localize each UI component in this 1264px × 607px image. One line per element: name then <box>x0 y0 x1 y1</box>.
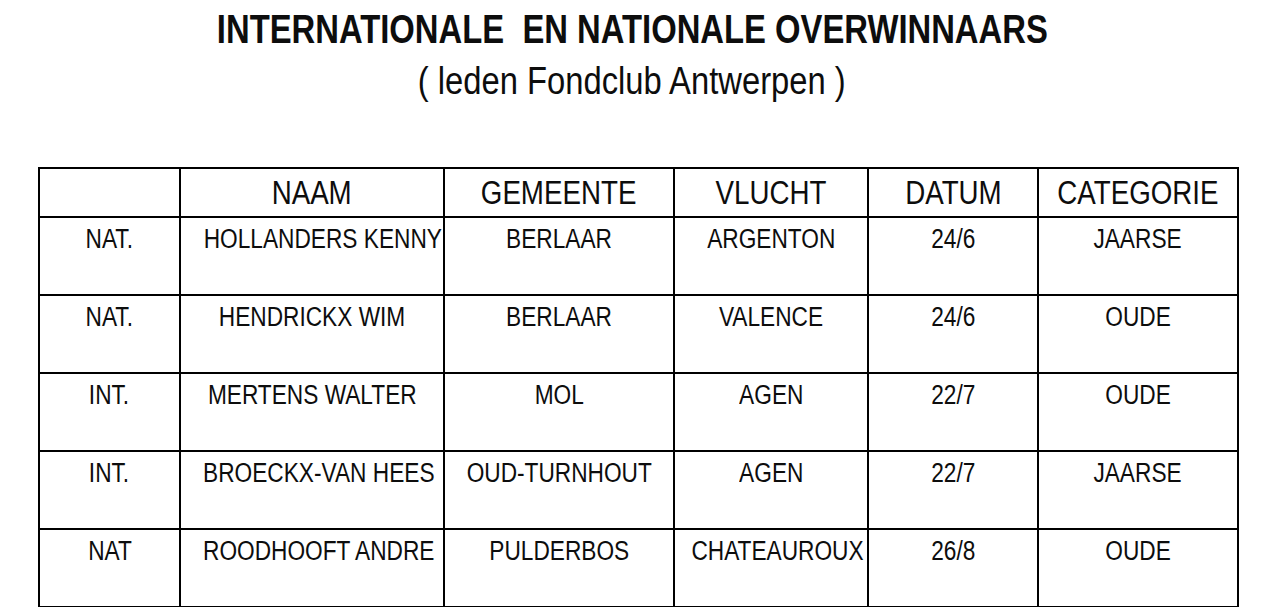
cell-datum: 22/7 <box>868 373 1038 451</box>
header-categorie-label: CATEGORIE <box>1057 174 1218 212</box>
cell-vlucht-text: CHATEAUROUX <box>691 536 863 567</box>
cell-categorie-text: OUDE <box>1105 380 1171 411</box>
cell-datum: 22/7 <box>868 451 1038 529</box>
cell-datum: 24/6 <box>868 217 1038 295</box>
cell-type: NAT. <box>39 217 180 295</box>
table-header-row: NAAM GEMEENTE VLUCHT DATUM CATEGORIE <box>39 168 1238 217</box>
cell-vlucht-text: AGEN <box>739 458 803 489</box>
cell-categorie: JAARSE <box>1038 217 1238 295</box>
cell-datum: 24/6 <box>868 295 1038 373</box>
cell-gemeente: BERLAAR <box>444 217 674 295</box>
cell-vlucht: AGEN <box>674 451 868 529</box>
cell-categorie-text: OUDE <box>1105 302 1171 333</box>
cell-type-text: NAT. <box>86 224 133 255</box>
cell-categorie: OUDE <box>1038 529 1238 607</box>
table-row: NAT. HOLLANDERS KENNY BERLAAR ARGENTON 2… <box>39 217 1238 295</box>
header-datum-label: DATUM <box>905 174 1001 212</box>
winners-table: NAAM GEMEENTE VLUCHT DATUM CATEGORIE NAT… <box>38 167 1239 607</box>
cell-categorie: JAARSE <box>1038 451 1238 529</box>
header-type-empty <box>39 168 180 217</box>
cell-categorie-text: JAARSE <box>1094 224 1182 255</box>
header-gemeente: GEMEENTE <box>444 168 674 217</box>
cell-categorie-text: OUDE <box>1105 536 1171 567</box>
table-row: NAT. HENDRICKX WIM BERLAAR VALENCE 24/6 … <box>39 295 1238 373</box>
cell-gemeente: BERLAAR <box>444 295 674 373</box>
header-datum: DATUM <box>868 168 1038 217</box>
cell-naam: BROECKX-VAN HEES <box>180 451 444 529</box>
cell-datum-text: 22/7 <box>931 380 975 411</box>
table-row: INT. MERTENS WALTER MOL AGEN 22/7 OUDE <box>39 373 1238 451</box>
cell-type-text: NAT. <box>86 302 133 333</box>
cell-gemeente: OUD-TURNHOUT <box>444 451 674 529</box>
cell-datum-text: 26/8 <box>931 536 975 567</box>
cell-vlucht: ARGENTON <box>674 217 868 295</box>
cell-type-text: NAT <box>88 536 132 567</box>
cell-datum-text: 24/6 <box>931 224 975 255</box>
header-categorie: CATEGORIE <box>1038 168 1238 217</box>
page-title-text: INTERNATIONALE EN NATIONALE OVERWINNAARS <box>217 6 1048 53</box>
table-row: INT. BROECKX-VAN HEES OUD-TURNHOUT AGEN … <box>39 451 1238 529</box>
cell-naam-text: BROECKX-VAN HEES <box>203 458 434 489</box>
header-naam-label: NAAM <box>272 174 352 212</box>
header-vlucht: VLUCHT <box>674 168 868 217</box>
cell-vlucht-text: AGEN <box>739 380 803 411</box>
cell-naam: HENDRICKX WIM <box>180 295 444 373</box>
cell-vlucht-text: VALENCE <box>719 302 823 333</box>
cell-datum-text: 22/7 <box>931 458 975 489</box>
cell-naam-text: HENDRICKX WIM <box>219 302 405 333</box>
cell-gemeente-text: OUD-TURNHOUT <box>466 458 651 489</box>
cell-naam-text: MERTENS WALTER <box>208 380 417 411</box>
cell-categorie-text: JAARSE <box>1094 458 1182 489</box>
cell-gemeente-text: MOL <box>534 380 583 411</box>
cell-type: INT. <box>39 373 180 451</box>
header-naam: NAAM <box>180 168 444 217</box>
cell-vlucht: AGEN <box>674 373 868 451</box>
document-page: INTERNATIONALE EN NATIONALE OVERWINNAARS… <box>0 6 1264 607</box>
cell-naam: MERTENS WALTER <box>180 373 444 451</box>
cell-gemeente: PULDERBOS <box>444 529 674 607</box>
header-gemeente-label: GEMEENTE <box>481 174 637 212</box>
cell-categorie: OUDE <box>1038 373 1238 451</box>
cell-datum: 26/8 <box>868 529 1038 607</box>
cell-type-text: INT. <box>89 458 129 489</box>
cell-gemeente: MOL <box>444 373 674 451</box>
cell-gemeente-text: BERLAAR <box>506 224 612 255</box>
header-vlucht-label: VLUCHT <box>716 174 827 212</box>
cell-vlucht: CHATEAUROUX <box>674 529 868 607</box>
cell-naam-text: HOLLANDERS KENNY <box>204 224 442 255</box>
cell-naam: HOLLANDERS KENNY <box>180 217 444 295</box>
table-row: NAT ROODHOOFT ANDRE PULDERBOS CHATEAUROU… <box>39 529 1238 607</box>
page-title: INTERNATIONALE EN NATIONALE OVERWINNAARS <box>0 6 1264 53</box>
cell-categorie: OUDE <box>1038 295 1238 373</box>
page-subtitle-text: ( leden Fondclub Antwerpen ) <box>418 59 846 104</box>
cell-type: NAT <box>39 529 180 607</box>
cell-gemeente-text: PULDERBOS <box>489 536 629 567</box>
cell-datum-text: 24/6 <box>931 302 975 333</box>
cell-type-text: INT. <box>89 380 129 411</box>
cell-naam-text: ROODHOOFT ANDRE <box>203 536 434 567</box>
cell-type: NAT. <box>39 295 180 373</box>
cell-vlucht: VALENCE <box>674 295 868 373</box>
cell-vlucht-text: ARGENTON <box>707 224 835 255</box>
cell-naam: ROODHOOFT ANDRE <box>180 529 444 607</box>
cell-gemeente-text: BERLAAR <box>506 302 612 333</box>
cell-type: INT. <box>39 451 180 529</box>
page-subtitle: ( leden Fondclub Antwerpen ) <box>0 59 1264 104</box>
